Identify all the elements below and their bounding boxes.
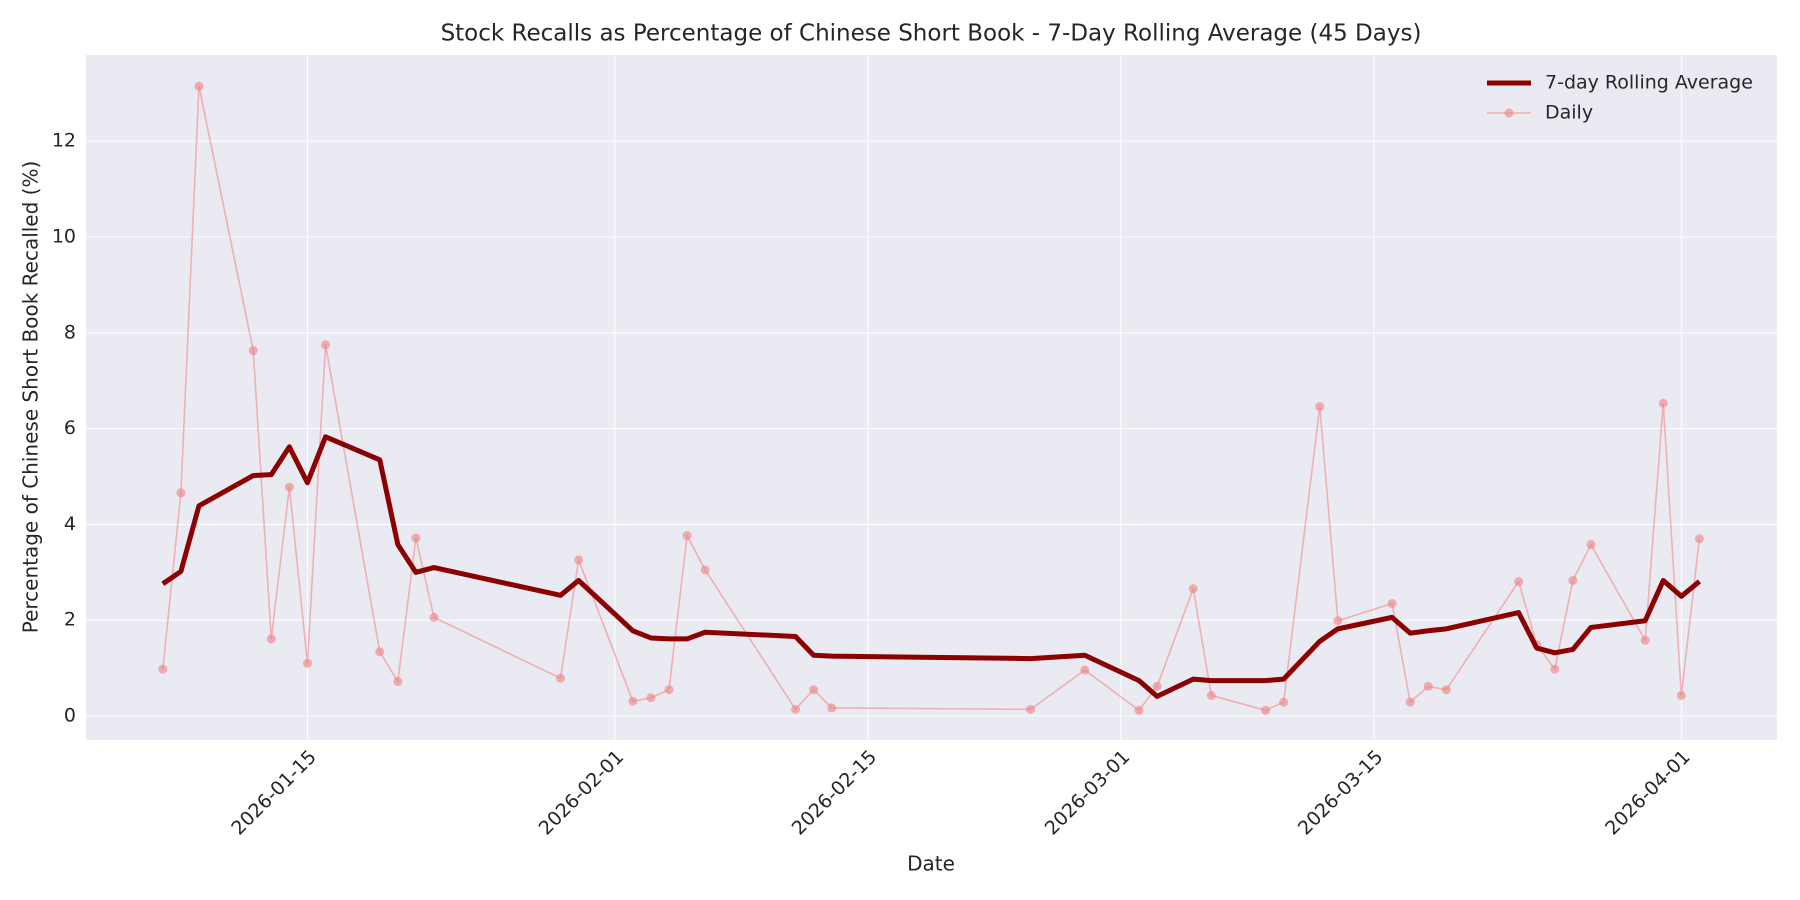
- data-point: [664, 685, 674, 695]
- data-point: [682, 530, 692, 540]
- y-tick-label: 10: [52, 226, 76, 248]
- y-tick-label: 8: [64, 321, 76, 343]
- data-point: [809, 685, 819, 695]
- x-tick-label: 2026-03-01: [1041, 746, 1135, 840]
- data-point: [375, 647, 385, 657]
- data-point: [1514, 576, 1524, 586]
- x-tick-label: 2026-02-01: [535, 746, 629, 840]
- x-tick-label: 2026-03-15: [1294, 746, 1388, 840]
- y-tick-label: 4: [64, 513, 76, 535]
- x-tick-label: 2026-01-15: [227, 746, 321, 840]
- data-point: [411, 533, 421, 543]
- data-point: [248, 346, 258, 356]
- legend-label: 7-day Rolling Average: [1545, 72, 1753, 94]
- data-point: [302, 658, 312, 668]
- x-tick-label: 2026-02-15: [788, 746, 882, 840]
- x-axis-label: Date: [907, 852, 955, 876]
- data-point: [1586, 540, 1596, 550]
- data-point: [1568, 575, 1578, 585]
- data-point: [158, 664, 168, 674]
- data-point: [194, 81, 204, 91]
- chart-title: Stock Recalls as Percentage of Chinese S…: [441, 21, 1422, 47]
- data-point: [1279, 697, 1289, 707]
- data-point: [1441, 685, 1451, 695]
- data-point: [700, 565, 710, 575]
- data-point: [1152, 681, 1162, 691]
- y-tick-label: 2: [64, 609, 76, 631]
- y-tick-label: 12: [52, 130, 76, 152]
- data-point: [1315, 402, 1325, 412]
- data-point: [1658, 398, 1668, 408]
- y-axis-label: Percentage of Chinese Short Book Recalle…: [19, 161, 43, 634]
- data-point: [1206, 690, 1216, 700]
- plot-area: [86, 55, 1777, 740]
- data-point: [266, 634, 276, 644]
- data-point: [628, 696, 638, 706]
- data-point: [1694, 534, 1704, 544]
- data-point: [284, 482, 294, 492]
- data-point: [176, 488, 186, 498]
- legend-label: Daily: [1545, 102, 1593, 124]
- data-point: [1676, 690, 1686, 700]
- data-point: [1550, 664, 1560, 674]
- data-point: [1261, 705, 1271, 715]
- data-point: [1333, 616, 1343, 626]
- x-tick-label: 2026-04-01: [1601, 746, 1695, 840]
- y-tick-label: 6: [64, 417, 76, 439]
- data-point: [1640, 635, 1650, 645]
- data-point: [556, 673, 566, 683]
- y-tick-label: 0: [64, 705, 76, 727]
- data-point: [429, 612, 439, 622]
- series-line: [161, 434, 1702, 699]
- data-point: [646, 693, 656, 703]
- data-point: [393, 677, 403, 687]
- data-point: [1080, 665, 1090, 675]
- data-point: [791, 704, 801, 714]
- data-point: [1134, 705, 1144, 715]
- data-point: [827, 703, 837, 713]
- data-point: [1423, 681, 1433, 691]
- data-point: [1188, 584, 1198, 594]
- data-point: [574, 555, 584, 565]
- legend-marker: [1504, 108, 1514, 118]
- data-point: [1026, 704, 1036, 714]
- data-point: [1405, 697, 1415, 707]
- data-point: [321, 340, 331, 350]
- data-point: [1387, 598, 1397, 608]
